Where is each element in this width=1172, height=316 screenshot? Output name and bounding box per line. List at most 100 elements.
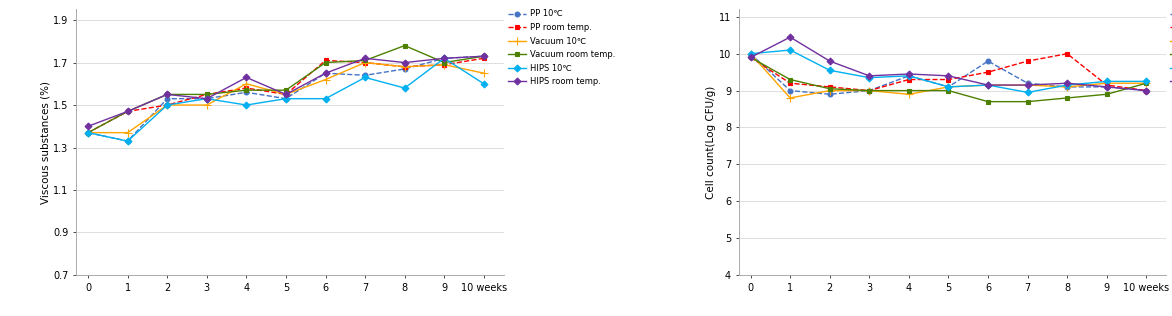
HIPS 10℃ xyxy=(319,97,333,100)
HIPS room temp. xyxy=(239,76,253,79)
Line: Vacuum room temp.: Vacuum room temp. xyxy=(86,43,486,135)
HIPS 10℃ xyxy=(81,131,95,135)
Vacuum 10℃ xyxy=(121,131,135,135)
PP room temp. xyxy=(783,81,797,85)
HIPS 10℃ xyxy=(1021,90,1035,94)
PP room temp. xyxy=(239,86,253,90)
HIPS 10℃ xyxy=(941,85,955,89)
Line: PP room temp.: PP room temp. xyxy=(748,51,1149,93)
Legend: PP 10℃, PP room temp., Vacuum 10℃, Vacuum room temp., HIPS 10℃, HIPS room temp.: PP 10℃, PP room temp., Vacuum 10℃, Vacuu… xyxy=(507,9,615,86)
HIPS room temp. xyxy=(199,97,213,100)
HIPS 10℃ xyxy=(437,57,451,60)
HIPS 10℃ xyxy=(1139,80,1153,83)
HIPS 10℃ xyxy=(477,82,491,86)
Vacuum room temp. xyxy=(1099,92,1113,96)
HIPS room temp. xyxy=(319,71,333,75)
PP room temp. xyxy=(359,61,373,64)
Line: HIPS room temp.: HIPS room temp. xyxy=(748,35,1149,93)
Vacuum room temp. xyxy=(359,58,373,62)
PP room temp. xyxy=(397,65,411,69)
PP room temp. xyxy=(1061,52,1075,56)
Vacuum room temp. xyxy=(981,100,995,104)
PP 10℃ xyxy=(477,54,491,58)
PP room temp. xyxy=(199,93,213,96)
PP 10℃ xyxy=(941,85,955,89)
Vacuum room temp. xyxy=(743,56,757,59)
PP 10℃ xyxy=(199,97,213,100)
PP room temp. xyxy=(279,93,293,96)
HIPS room temp. xyxy=(981,83,995,87)
Vacuum 10℃ xyxy=(239,82,253,86)
PP 10℃ xyxy=(823,92,837,96)
Vacuum 10℃ xyxy=(1139,81,1153,85)
PP 10℃ xyxy=(863,89,877,93)
HIPS 10℃ xyxy=(397,86,411,90)
PP 10℃ xyxy=(397,67,411,71)
HIPS room temp. xyxy=(823,59,837,63)
HIPS room temp. xyxy=(359,57,373,60)
HIPS 10℃ xyxy=(279,97,293,100)
Vacuum room temp. xyxy=(823,87,837,91)
Vacuum 10℃ xyxy=(199,103,213,107)
Vacuum room temp. xyxy=(319,61,333,64)
Line: HIPS 10℃: HIPS 10℃ xyxy=(748,48,1149,95)
PP room temp. xyxy=(981,70,995,74)
Line: PP 10℃: PP 10℃ xyxy=(86,54,486,143)
PP room temp. xyxy=(743,56,757,59)
HIPS room temp. xyxy=(81,125,95,128)
Vacuum 10℃ xyxy=(1099,81,1113,85)
PP 10℃ xyxy=(743,52,757,56)
HIPS room temp. xyxy=(397,61,411,64)
HIPS 10℃ xyxy=(981,83,995,87)
HIPS 10℃ xyxy=(863,76,877,80)
Legend: PP 10℃, PP room temp., Vacuum 10℃, Vacuum room temp., HIPS 10℃, HIPS room temp.: PP 10℃, PP room temp., Vacuum 10℃, Vacuu… xyxy=(1171,9,1172,86)
PP 10℃ xyxy=(81,131,95,135)
HIPS room temp. xyxy=(1021,83,1035,87)
HIPS 10℃ xyxy=(783,48,797,52)
Vacuum room temp. xyxy=(239,88,253,92)
HIPS 10℃ xyxy=(823,68,837,72)
Line: HIPS room temp.: HIPS room temp. xyxy=(86,54,486,129)
Vacuum room temp. xyxy=(783,78,797,82)
Line: PP 10℃: PP 10℃ xyxy=(748,51,1149,97)
PP room temp. xyxy=(1021,59,1035,63)
Vacuum 10℃ xyxy=(783,96,797,100)
HIPS 10℃ xyxy=(743,52,757,56)
Vacuum 10℃ xyxy=(981,83,995,87)
Vacuum room temp. xyxy=(81,131,95,135)
PP 10℃ xyxy=(1061,85,1075,89)
HIPS 10℃ xyxy=(359,76,373,79)
Vacuum 10℃ xyxy=(359,61,373,64)
Vacuum room temp. xyxy=(941,89,955,93)
HIPS 10℃ xyxy=(239,103,253,107)
PP room temp. xyxy=(863,89,877,93)
Vacuum 10℃ xyxy=(477,71,491,75)
PP room temp. xyxy=(121,110,135,113)
Line: Vacuum 10℃: Vacuum 10℃ xyxy=(747,50,1151,102)
HIPS 10℃ xyxy=(121,139,135,143)
PP room temp. xyxy=(437,63,451,67)
HIPS 10℃ xyxy=(161,103,175,107)
Vacuum 10℃ xyxy=(437,63,451,67)
HIPS room temp. xyxy=(743,56,757,59)
Vacuum 10℃ xyxy=(319,78,333,82)
Vacuum 10℃ xyxy=(81,131,95,135)
Vacuum room temp. xyxy=(902,89,917,93)
Y-axis label: Cell count(Log CFU/g): Cell count(Log CFU/g) xyxy=(706,86,716,199)
PP 10℃ xyxy=(783,89,797,93)
PP 10℃ xyxy=(902,74,917,78)
Vacuum 10℃ xyxy=(743,52,757,56)
Vacuum 10℃ xyxy=(941,85,955,89)
Vacuum 10℃ xyxy=(397,65,411,69)
PP 10℃ xyxy=(1021,81,1035,85)
Vacuum room temp. xyxy=(279,88,293,92)
PP 10℃ xyxy=(1099,85,1113,89)
PP 10℃ xyxy=(239,90,253,94)
Vacuum room temp. xyxy=(1021,100,1035,104)
HIPS room temp. xyxy=(477,54,491,58)
Vacuum 10℃ xyxy=(863,89,877,93)
HIPS room temp. xyxy=(941,74,955,78)
Vacuum room temp. xyxy=(199,93,213,96)
HIPS room temp. xyxy=(279,93,293,96)
PP 10℃ xyxy=(437,57,451,60)
